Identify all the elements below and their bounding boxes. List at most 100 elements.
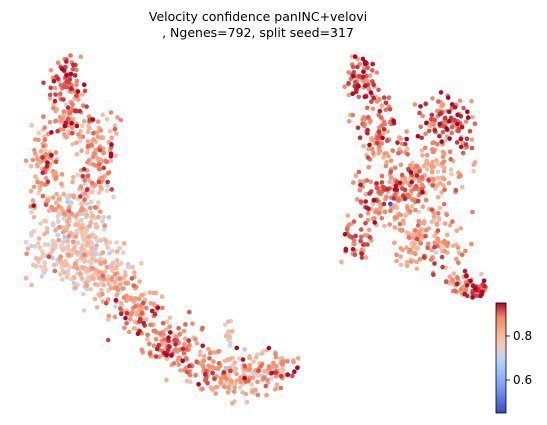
scatter-point — [469, 241, 474, 247]
scatter-point — [423, 233, 428, 239]
scatter-point — [356, 84, 361, 89]
scatter-point — [68, 71, 74, 77]
scatter-point — [35, 157, 40, 162]
scatter-point — [74, 213, 79, 218]
scatter-point — [407, 208, 413, 214]
scatter-point — [196, 382, 201, 387]
scatter-point — [372, 220, 378, 225]
scatter-point — [403, 141, 408, 147]
scatter-point — [75, 240, 81, 245]
scatter-point — [70, 179, 75, 185]
scatter-point — [131, 326, 137, 331]
scatter-point — [421, 221, 427, 226]
scatter-point — [40, 193, 46, 199]
scatter-point — [370, 201, 376, 207]
scatter-point — [71, 175, 76, 180]
scatter-point — [67, 110, 73, 115]
scatter-point — [84, 104, 89, 109]
scatter-point — [358, 182, 363, 188]
scatter-point — [78, 138, 83, 143]
scatter-point — [89, 142, 94, 147]
scatter-point — [387, 179, 393, 185]
scatter-point — [160, 305, 165, 311]
scatter-point — [417, 168, 422, 174]
scatter-point — [42, 137, 48, 142]
scatter-point — [109, 135, 114, 141]
scatter-point — [64, 59, 69, 64]
scatter-point — [346, 80, 351, 86]
scatter-point — [95, 200, 101, 205]
scatter-point — [89, 251, 95, 257]
scatter-point — [46, 242, 51, 247]
scatter-point — [49, 153, 54, 158]
scatter-point — [262, 368, 267, 374]
scatter-point — [361, 79, 366, 84]
scatter-point — [126, 329, 132, 335]
scatter-point — [376, 189, 382, 194]
scatter-point — [295, 365, 300, 371]
scatter-point — [114, 292, 119, 298]
scatter-point — [255, 379, 260, 385]
scatter-point — [460, 184, 465, 190]
scatter-point — [353, 173, 359, 178]
scatter-point — [420, 190, 425, 195]
scatter-point — [368, 179, 374, 185]
scatter-point — [82, 88, 88, 94]
scatter-point — [362, 94, 368, 100]
scatter-point — [361, 69, 366, 75]
scatter-point — [85, 139, 91, 144]
scatter-point — [147, 290, 153, 296]
scatter-point — [108, 153, 114, 159]
scatter-point — [457, 98, 463, 104]
scatter-point — [38, 264, 44, 270]
scatter-point — [101, 282, 106, 288]
scatter-point — [100, 250, 106, 255]
scatter-point — [229, 329, 235, 334]
scatter-point — [397, 221, 403, 227]
scatter-point — [38, 221, 43, 226]
scatter-point — [384, 194, 389, 200]
scatter-point — [72, 261, 78, 267]
scatter-point — [28, 164, 34, 169]
scatter-point — [205, 380, 210, 386]
scatter-point — [105, 171, 111, 176]
scatter-point — [364, 178, 370, 183]
scatter-point — [357, 187, 363, 193]
scatter-point — [439, 190, 444, 195]
scatter-point — [73, 285, 78, 291]
scatter-point — [79, 148, 84, 153]
scatter-point — [37, 185, 43, 191]
scatter-point — [458, 173, 463, 178]
scatter-point — [430, 183, 436, 188]
scatter-point — [173, 342, 178, 347]
scatter-point — [98, 209, 103, 214]
scatter-point — [351, 219, 357, 224]
scatter-point — [469, 145, 475, 151]
scatter-point — [386, 95, 392, 100]
scatter-point — [143, 316, 149, 322]
scatter-point — [164, 327, 169, 332]
scatter-point — [32, 244, 37, 249]
scatter-point — [84, 283, 90, 289]
scatter-point — [93, 245, 98, 251]
scatter-point — [108, 286, 114, 291]
scatter-point — [61, 230, 66, 235]
scatter-point — [53, 150, 59, 155]
scatter-point — [452, 288, 458, 294]
scatter-point — [153, 354, 159, 359]
scatter-point — [162, 350, 167, 356]
scatter-point — [79, 217, 84, 223]
scatter-point — [85, 143, 91, 149]
scatter-point — [85, 173, 91, 179]
scatter-point — [164, 377, 169, 383]
scatter-point — [98, 184, 103, 189]
scatter-point — [450, 219, 455, 224]
scatter-point — [467, 128, 473, 134]
scatter-point — [210, 364, 215, 370]
scatter-point — [45, 160, 50, 165]
scatter-point — [226, 385, 231, 390]
scatter-point — [343, 246, 349, 252]
scatter-point — [367, 73, 373, 78]
scatter-point — [105, 273, 111, 279]
scatter-point — [52, 268, 58, 274]
